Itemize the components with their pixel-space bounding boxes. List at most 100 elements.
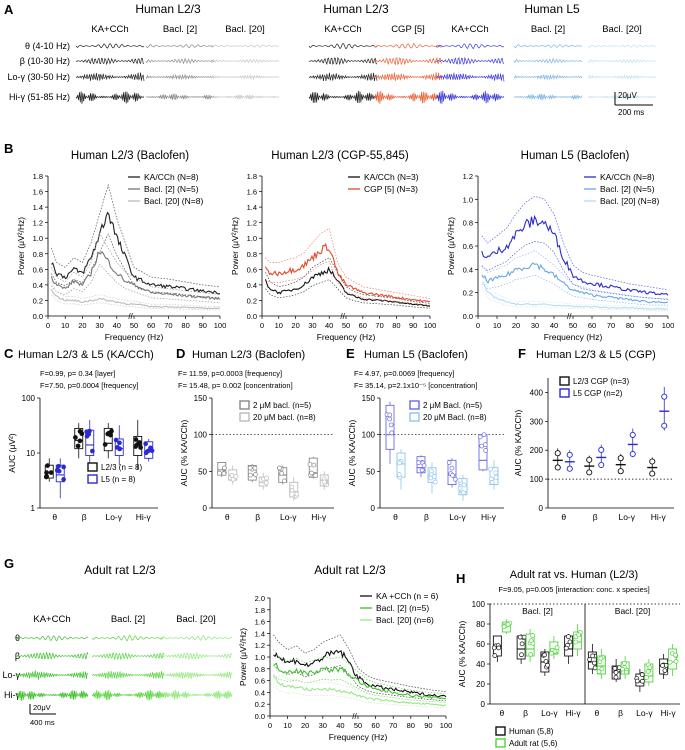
x-tick-label: 30: [531, 321, 539, 330]
sem-band-line: [273, 664, 447, 704]
y-axis-label: AUC (% KA/CCh): [179, 420, 189, 487]
lfp-trace: [587, 44, 657, 48]
lfp-trace: [91, 670, 165, 679]
panel-h-box-plot: 0 20 40 60 80 100 AUC (% KA/CCh) θ β Lo-γ Hi-γ θ β Lo…: [457, 600, 680, 748]
x-tick-label: 20: [291, 321, 299, 330]
x-tick-label: 100: [214, 321, 227, 330]
legend-label: KA/CCh (N=3): [364, 172, 419, 182]
y-tick-label: 0.8: [33, 250, 43, 259]
data-point: [623, 669, 629, 675]
y-tick-label: 0.8: [463, 219, 473, 228]
legend-label: Bacl. [2] (N=5): [600, 184, 655, 194]
y-tick-label: 0.2: [255, 700, 265, 709]
sem-band-line: [273, 683, 447, 709]
data-point: [279, 471, 285, 476]
x-tick-label: Hi-γ: [481, 512, 497, 522]
x-tick-label: 50: [342, 321, 350, 330]
panel-b-spectra: 0.0 0.2 0.4 0.6 0.8 1.0 1.2 1.4 1.6 1.8 0 10 20 30 40 5…: [16, 150, 674, 342]
x-tick-label: 40: [113, 321, 121, 330]
data-point: [598, 655, 604, 661]
data-point: [639, 672, 645, 677]
lfp-trace: [435, 90, 505, 104]
panel-letter-e: E: [346, 346, 355, 361]
x-tick-label: 0: [476, 321, 480, 330]
data-point: [620, 666, 625, 672]
x-tick-label: θ: [561, 512, 566, 522]
sem-band-line: [51, 233, 221, 299]
y-tick-label: 0.0: [247, 312, 257, 321]
x-tick-label: 80: [392, 321, 400, 330]
x-tick-label: 30: [319, 721, 327, 730]
data-point: [264, 475, 269, 481]
y-tick-label: 0.4: [247, 281, 257, 290]
x-tick-label: β: [82, 512, 87, 522]
lfp-trace: [373, 57, 443, 66]
data-point: [289, 487, 295, 493]
lfp-trace: [15, 670, 89, 680]
data-point: [483, 448, 488, 453]
y-tick-label: 1.0: [247, 234, 257, 243]
x-tick-label: Hi-γ: [566, 708, 582, 718]
x-tick-label: θ: [595, 708, 600, 718]
data-point: [143, 441, 149, 447]
lfp-trace: [15, 651, 89, 660]
x-tick-label: 100: [424, 321, 437, 330]
y-tick-label: 0.0: [463, 312, 473, 321]
box: [385, 404, 395, 450]
data-point: [115, 445, 120, 450]
y-tick-label: 1.8: [247, 172, 257, 181]
legend-label: 20 μM Bacl. (n=8): [423, 413, 487, 422]
lfp-trace: [159, 671, 233, 679]
y-tick-label: 50: [198, 467, 207, 476]
x-axis-label: Frequency (Hz): [105, 332, 164, 342]
data-point: [138, 445, 143, 450]
legend-label: KA/CCh (N=8): [144, 172, 199, 182]
y-tick-label: 400: [530, 388, 544, 397]
data-point: [545, 662, 550, 668]
chart-title: Human L2/3 (CGP-55,845): [271, 150, 409, 162]
series-line: [481, 281, 669, 310]
data-point: [45, 463, 50, 468]
data-point: [117, 440, 122, 446]
y-tick-label: 150: [194, 394, 208, 403]
condition-label: KA+CCh: [33, 614, 70, 625]
data-point: [598, 461, 605, 469]
y-tick-label: 0.2: [247, 296, 257, 305]
data-point: [612, 666, 618, 671]
y-tick-label: 0.4: [255, 688, 265, 697]
data-point: [566, 465, 573, 472]
data-point: [263, 480, 269, 486]
y-tick-label: 1.0: [33, 234, 43, 243]
data-point: [649, 458, 656, 465]
data-point: [133, 437, 139, 442]
data-point: [661, 422, 668, 429]
y-tick-label: 10: [26, 449, 35, 458]
data-point: [452, 476, 458, 482]
data-point: [148, 445, 153, 451]
panel-c-title: Human L2/3 & L5 (KA/CCh): [18, 349, 154, 361]
x-tick-label: θ: [500, 708, 505, 718]
lfp-trace: [91, 651, 165, 661]
data-point: [587, 657, 592, 662]
x-tick-label: 70: [164, 321, 172, 330]
y-tick-label: 1.2: [33, 219, 43, 228]
y-tick-label: 2.0: [255, 594, 265, 603]
lfp-trace: [513, 93, 583, 101]
data-point: [530, 633, 535, 638]
y-tick-label: 0.8: [255, 665, 265, 674]
x-tick-label: β: [523, 708, 528, 718]
data-point: [446, 460, 452, 465]
data-point: [501, 624, 507, 630]
panel-g-scalebar: 20μV 400 ms: [29, 703, 56, 727]
lfp-trace: [587, 73, 657, 80]
x-tick-label: 80: [181, 321, 189, 330]
panel-g-title-right: Adult rat L2/3: [314, 563, 386, 577]
panel-e-title: Human L5 (Baclofen): [364, 349, 468, 361]
y-axis-label: Power (μV²/Hz): [16, 217, 26, 275]
data-point: [528, 651, 533, 657]
band-label: Hi-γ: [4, 690, 20, 700]
panel-letter-g: G: [4, 556, 14, 571]
sem-band-line: [265, 227, 431, 299]
data-point: [431, 474, 437, 479]
lfp-trace: [587, 93, 657, 100]
